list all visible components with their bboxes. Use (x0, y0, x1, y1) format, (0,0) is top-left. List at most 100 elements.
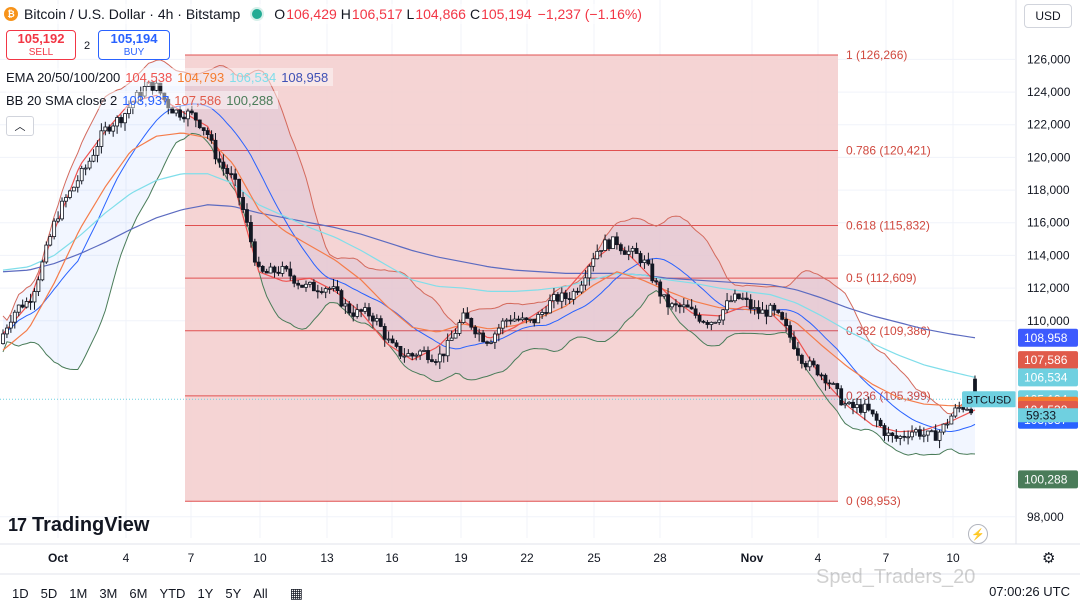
goto-realtime-icon[interactable]: ⚡ (968, 524, 988, 544)
sell-button[interactable]: 105,192 SELL (6, 30, 76, 60)
close-value: 105,194 (481, 6, 532, 22)
x-axis-tick-label: 7 (188, 551, 195, 565)
x-axis-tick-label: Oct (48, 551, 68, 565)
candle-body (327, 287, 332, 290)
candle-body (496, 327, 501, 335)
candle-body (878, 419, 883, 426)
close-label: C (469, 6, 481, 22)
bb-basis-line (2, 103, 976, 433)
y-axis-tick-label: 118,000 (1027, 183, 1070, 197)
symbol-title[interactable]: Bitcoin / U.S. Dollar · 4h · Bitstamp (24, 6, 241, 22)
ema-legend[interactable]: EMA 20/50/100/200 104,538 104,793 106,53… (6, 68, 334, 86)
timeframe-5y[interactable]: 5Y (225, 585, 242, 601)
candle-body (91, 154, 96, 162)
candle-body (670, 303, 674, 308)
price-tag (1018, 328, 1078, 347)
candle-body (725, 300, 729, 311)
candle-body (890, 432, 895, 437)
x-axis-tick-label: 25 (587, 551, 601, 565)
symbol-header: ₿ Bitcoin / U.S. Dollar · 4h · Bitstamp … (4, 4, 646, 24)
tradingview-logo-icon: 17 (8, 515, 27, 535)
candle-body (201, 127, 206, 131)
candle-body (792, 336, 796, 350)
candle-body (925, 430, 930, 436)
currency-selector[interactable]: USD (1024, 4, 1072, 28)
timeframe-5d[interactable]: 5D (40, 585, 58, 601)
candle-body (44, 244, 49, 263)
candle-body (138, 91, 143, 97)
candle-body (886, 432, 891, 436)
ema20-value: 104,538 (125, 69, 173, 85)
candle-body (815, 364, 820, 376)
candle-body (611, 236, 615, 250)
candle-body (599, 250, 604, 252)
candle-body (638, 253, 643, 263)
open-label: O (274, 6, 286, 22)
timeframe-all[interactable]: All (253, 585, 268, 601)
candle-body (457, 322, 462, 334)
candle-body (957, 406, 962, 409)
gear-icon[interactable]: ⚙ (1042, 550, 1056, 567)
candle-body (603, 239, 607, 251)
candle-body (146, 81, 151, 87)
x-axis-tick-label: 4 (815, 551, 822, 565)
candle-body (252, 241, 257, 263)
candle-body (729, 300, 733, 303)
candle-body (630, 248, 635, 252)
candle-body (548, 300, 552, 314)
candle-body (697, 314, 702, 322)
collapse-legend-button[interactable]: ︿ (6, 116, 34, 136)
candle-body (24, 301, 29, 308)
bb-upper-line (2, 59, 976, 415)
candle-body (736, 293, 741, 300)
candle-body (12, 311, 17, 323)
candle-body (752, 307, 757, 310)
calendar-icon[interactable]: ▦ (289, 584, 303, 601)
candle-body (402, 355, 407, 358)
candle-body (528, 318, 533, 321)
candle-body (142, 85, 147, 97)
ema50-line (2, 132, 976, 407)
price-change: −1,237 (−1.16%) (537, 6, 642, 22)
candle-body (335, 286, 340, 292)
bb-basis-value: 103,937 (122, 92, 170, 108)
candle-body (300, 284, 304, 288)
watermark: Sped_Traders_20 (816, 566, 976, 588)
bb-legend[interactable]: BB 20 SMA close 2 103,937 107,586 100,28… (6, 91, 279, 109)
candle-body (477, 332, 482, 335)
candle-body (733, 293, 737, 302)
candle-body (784, 318, 789, 326)
candle-body (60, 200, 64, 220)
candle-body (689, 306, 694, 310)
candle-body (906, 436, 911, 439)
timeframe-6m[interactable]: 6M (129, 585, 148, 601)
timeframe-1d[interactable]: 1D (12, 585, 29, 601)
candle-body (772, 304, 777, 311)
candle-body (280, 266, 285, 274)
candle-body (433, 361, 438, 363)
bitcoin-icon: ₿ (4, 7, 18, 21)
candle-body (1, 333, 5, 345)
candle-body (634, 248, 639, 254)
buy-button[interactable]: 105,194 BUY (98, 30, 170, 60)
buy-label: BUY (123, 47, 145, 58)
candle-body (748, 299, 753, 310)
candle-body (827, 382, 832, 385)
fib-level-label: 0 (98,953) (846, 494, 901, 508)
candle-body (186, 110, 190, 120)
utc-clock[interactable]: 07:00:26 UTC (989, 584, 1070, 599)
candle-body (721, 309, 726, 321)
candle-body (56, 218, 60, 222)
candle-body (965, 408, 970, 411)
candle-body (127, 107, 131, 115)
timeframe-1y[interactable]: 1Y (197, 585, 214, 601)
timeframe-3m[interactable]: 3M (99, 585, 118, 601)
candle-body (744, 297, 749, 300)
candle-body (288, 268, 293, 277)
candle-body (851, 401, 855, 409)
timeframe-1m[interactable]: 1M (69, 585, 88, 601)
timeframe-ytd[interactable]: YTD (159, 585, 186, 601)
candle-body (500, 320, 505, 329)
candle-body (961, 406, 966, 410)
